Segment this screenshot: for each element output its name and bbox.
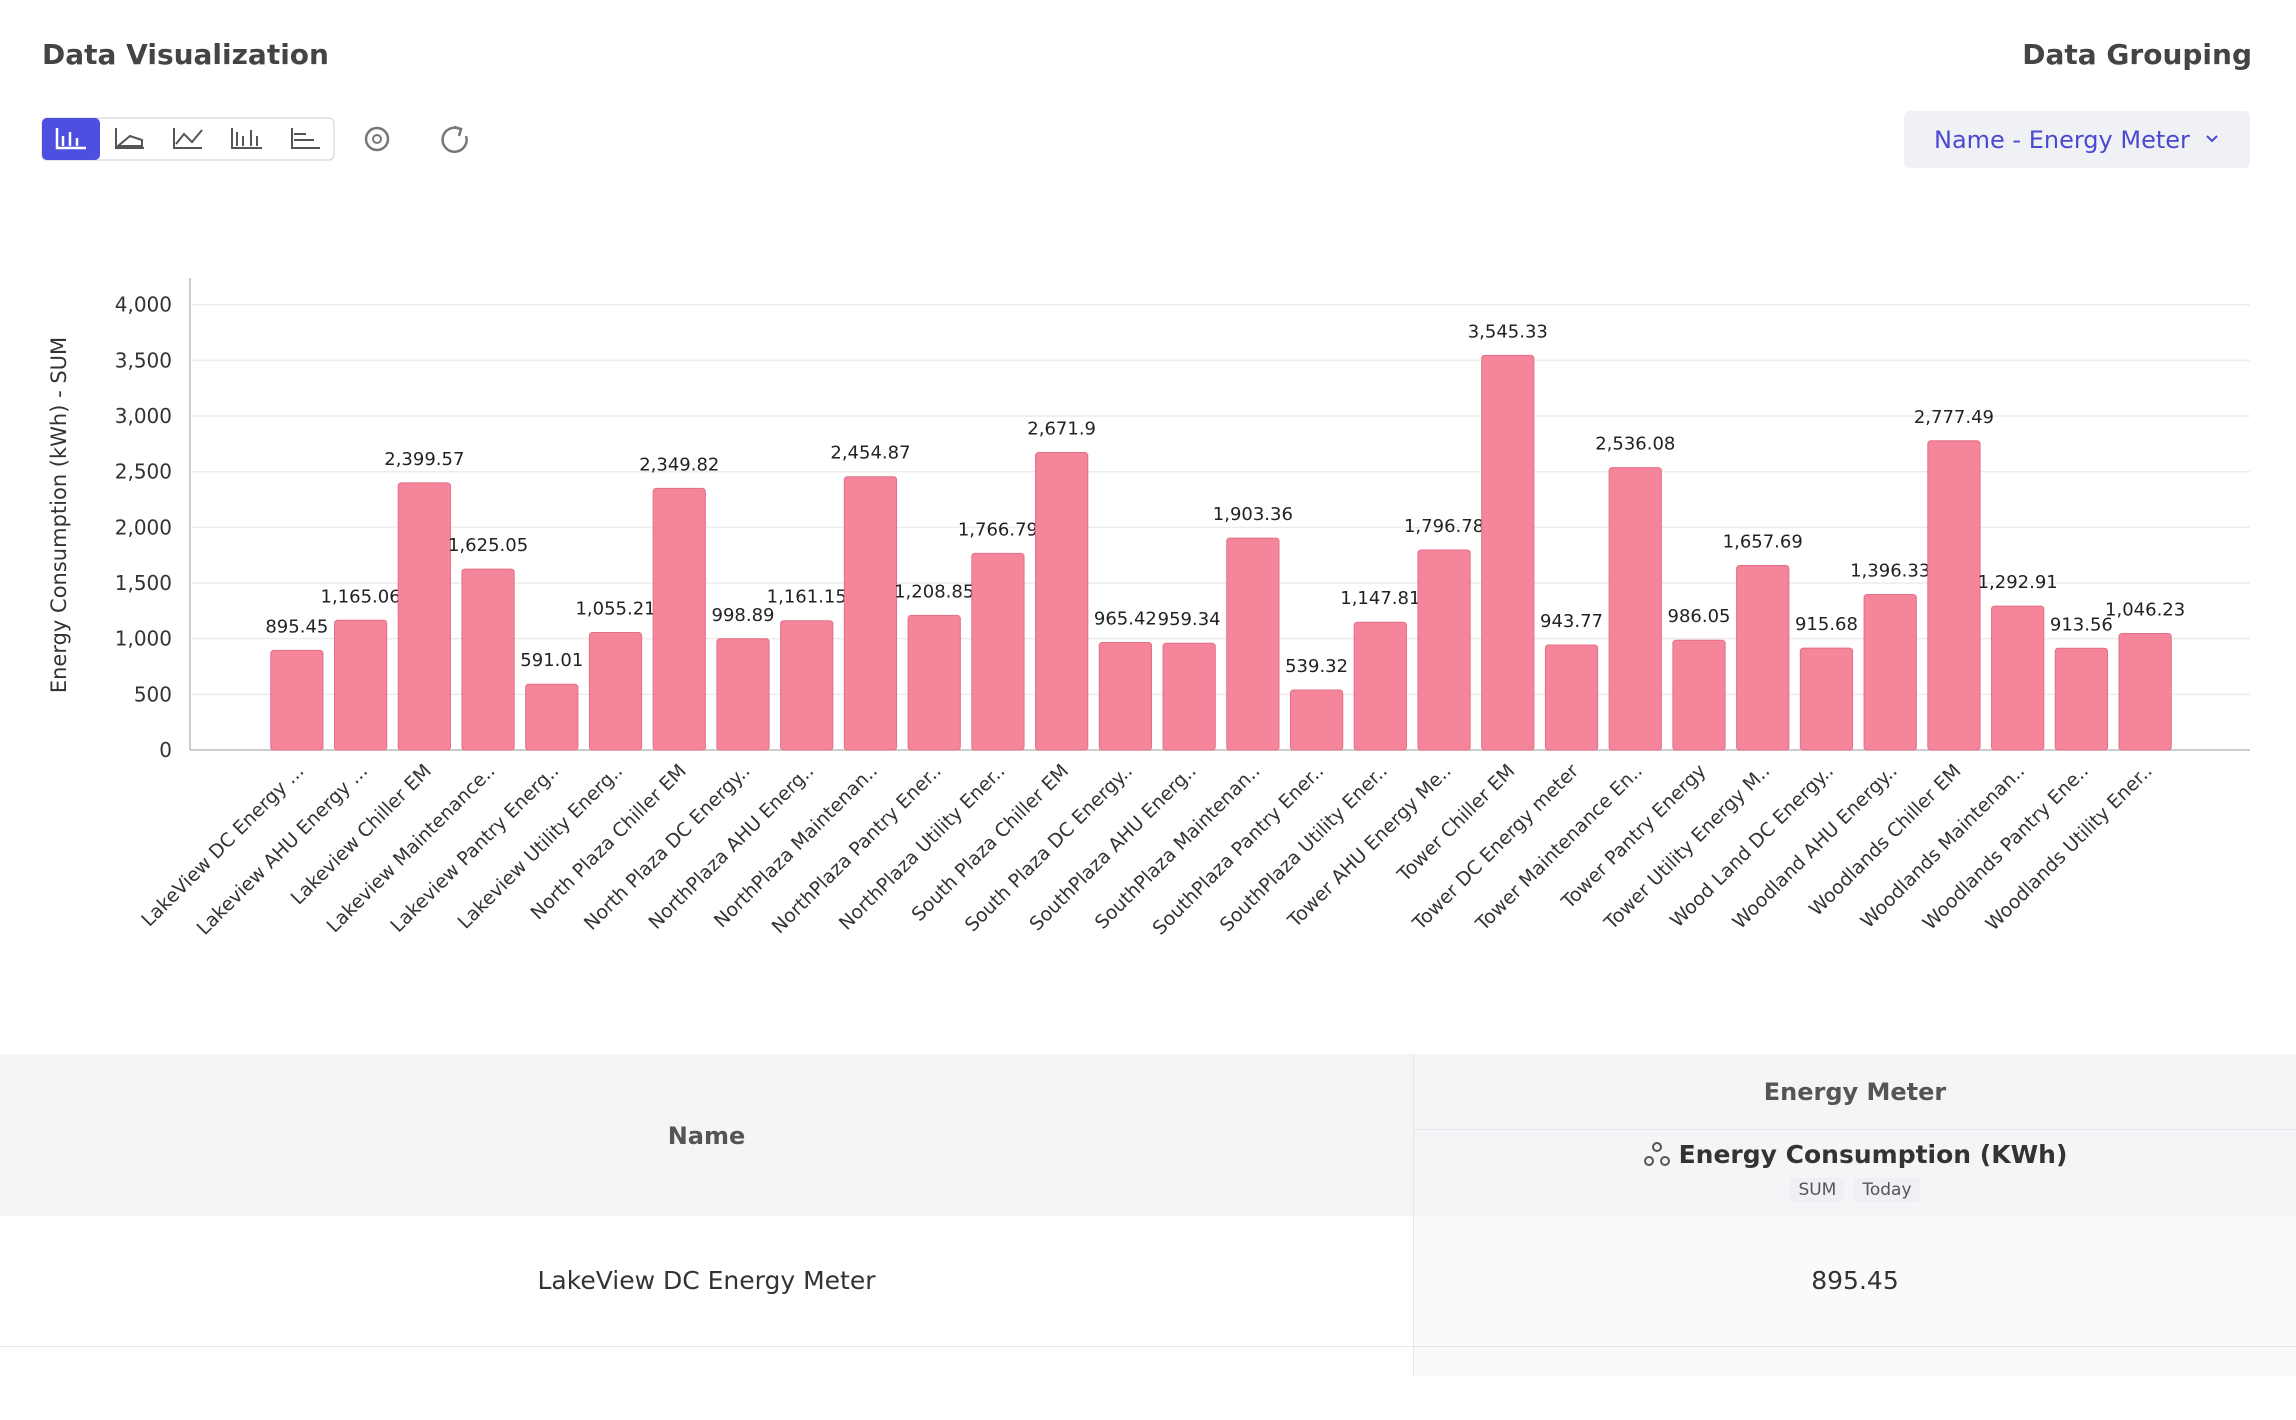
data-label: 998.89 [712, 605, 775, 626]
toolbar [41, 117, 468, 161]
bar [1098, 642, 1153, 751]
data-label: 959.34 [1158, 609, 1221, 630]
bar [1289, 689, 1344, 751]
y-tick-label: 3,500 [115, 348, 172, 372]
measure-header: Energy Consumption (KWh) [1414, 1140, 2296, 1169]
bar [2118, 633, 2172, 751]
bar [1544, 644, 1599, 751]
bar [1927, 440, 1981, 751]
horizontal-bar-button[interactable] [291, 128, 320, 149]
y-tick-label: 2,500 [115, 460, 172, 484]
line-chart-button[interactable] [173, 128, 203, 149]
bar [1863, 594, 1917, 751]
data-label: 3,545.33 [1468, 321, 1548, 342]
value-column-bg [1414, 1216, 2296, 1376]
bar [1035, 452, 1089, 751]
bar [716, 638, 770, 751]
bar [1162, 642, 1216, 751]
bar [971, 552, 1025, 751]
bar [1799, 647, 1854, 751]
data-label: 591.01 [520, 650, 583, 671]
data-label: 915.68 [1795, 614, 1858, 635]
bar [525, 683, 579, 751]
bar [333, 619, 388, 751]
settings-button[interactable] [364, 126, 390, 152]
refresh-button[interactable] [441, 126, 468, 153]
bar [1736, 564, 1790, 751]
row-divider [0, 1346, 2296, 1347]
data-label: 1,208.85 [894, 581, 974, 602]
y-tick-label: 3,000 [115, 404, 172, 428]
y-tick-label: 2,000 [115, 515, 172, 539]
data-label: 1,903.36 [1213, 504, 1293, 525]
bar [1608, 467, 1662, 751]
bar [907, 614, 961, 751]
y-tick-label: 4,000 [115, 293, 172, 317]
area-chart-button[interactable] [115, 128, 144, 149]
data-label: 1,046.23 [2105, 600, 2185, 621]
data-label: 2,777.49 [1914, 407, 1994, 428]
data-label: 1,165.06 [321, 586, 401, 607]
data-label: 1,055.21 [575, 599, 655, 620]
bar [461, 568, 515, 751]
row-value: 895.45 [1811, 1266, 1899, 1295]
data-label: 2,536.08 [1595, 434, 1675, 455]
data-label: 2,399.57 [384, 449, 464, 470]
y-tick-label: 0 [159, 738, 172, 762]
bar [397, 482, 451, 751]
period-tag: Today [1854, 1178, 1920, 1202]
data-label: 986.05 [1668, 606, 1731, 627]
data-label: 965.42 [1094, 609, 1157, 630]
name-header: Name [667, 1122, 746, 1150]
bar [652, 487, 706, 751]
measure-tags: SUM Today [1414, 1178, 2296, 1202]
grouping-dropdown[interactable]: Name - Energy Meter [1904, 111, 2250, 168]
data-label: 2,349.82 [639, 454, 719, 475]
data-label: 913.56 [2050, 614, 2113, 635]
y-tick-label: 500 [134, 682, 172, 706]
panel-title: Data Visualization [42, 38, 329, 71]
bar [1672, 639, 1726, 751]
dropdown-value: Name - Energy Meter [1934, 126, 2190, 154]
data-label: 2,671.9 [1027, 419, 1096, 440]
column-divider [1413, 1054, 1414, 1376]
row-name: LakeView DC Energy Meter [537, 1266, 876, 1295]
bar [1353, 621, 1407, 751]
data-label: 1,625.05 [448, 535, 528, 556]
y-tick-label: 1,000 [115, 627, 172, 651]
y-axis-label: Energy Consumption (kWh) - SUM [47, 337, 71, 693]
bar [1481, 354, 1535, 751]
data-label: 1,796.78 [1404, 516, 1484, 537]
data-label: 1,766.79 [958, 519, 1038, 540]
data-label: 1,396.33 [1850, 561, 1930, 582]
bar [588, 632, 643, 751]
header-divider [1414, 1129, 2296, 1130]
aggregate-tag: SUM [1790, 1178, 1845, 1202]
data-label: 2,454.87 [830, 443, 910, 464]
y-tick-label: 1,500 [115, 571, 172, 595]
x-tick-label: Tower Chiller EM [1393, 760, 1520, 887]
bar [1417, 549, 1471, 751]
data-label: 1,657.69 [1723, 531, 1803, 552]
bar [2054, 647, 2109, 751]
data-label: 943.77 [1540, 611, 1603, 632]
grouped-bar-button[interactable] [231, 128, 262, 149]
measure-icon [1643, 1142, 1670, 1166]
data-label: 1,292.91 [1978, 572, 2058, 593]
chart: Energy Consumption (kWh) - SUM 0 500 1,000… [47, 278, 2250, 940]
data-label: 895.45 [265, 616, 328, 637]
data-label: 539.32 [1285, 656, 1348, 677]
bar [843, 476, 898, 751]
grouping-title: Data Grouping [2022, 38, 2252, 71]
data-label: 1,161.15 [767, 587, 847, 608]
bar [1226, 537, 1280, 751]
chevron [2206, 135, 2218, 143]
measure-name: Energy Consumption (KWh) [1678, 1140, 2068, 1169]
group-header: Energy Meter [1763, 1078, 1947, 1106]
bar [270, 649, 324, 751]
bar [1991, 605, 2045, 751]
bar [780, 620, 834, 751]
data-label: 1,147.81 [1340, 588, 1420, 609]
